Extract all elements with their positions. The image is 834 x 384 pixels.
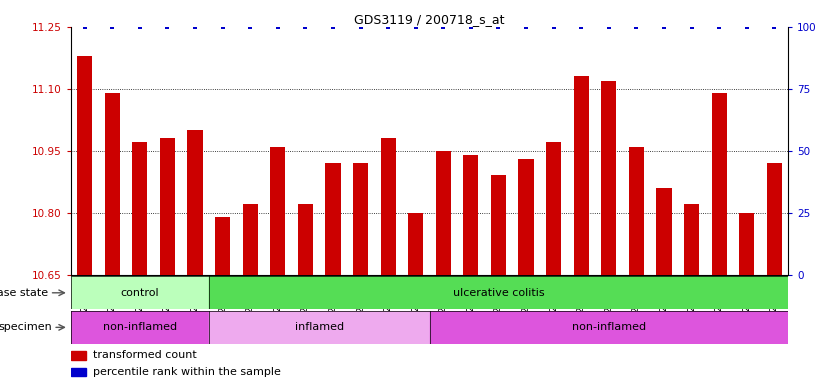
Point [326, 24, 339, 30]
Bar [325, 163, 340, 275]
Bar [519, 159, 534, 275]
Point [354, 24, 367, 30]
Point [78, 24, 92, 30]
Point [244, 24, 257, 30]
Bar [188, 130, 203, 275]
Bar [408, 213, 424, 275]
Point [188, 24, 202, 30]
Point [630, 24, 643, 30]
Bar [684, 204, 699, 275]
Bar [546, 142, 561, 275]
Point [685, 24, 698, 30]
Bar [243, 204, 258, 275]
Point [575, 24, 588, 30]
Bar [71, 367, 87, 376]
Text: control: control [121, 288, 159, 298]
Point [437, 24, 450, 30]
Point [161, 24, 174, 30]
Bar [629, 147, 644, 275]
Text: ulcerative colitis: ulcerative colitis [453, 288, 545, 298]
Text: disease state: disease state [0, 288, 48, 298]
Point [133, 24, 147, 30]
Bar [71, 351, 87, 359]
Point [381, 24, 394, 30]
Point [657, 24, 671, 30]
Bar [270, 147, 285, 275]
Bar [215, 217, 230, 275]
Bar [435, 151, 451, 275]
Bar [353, 163, 368, 275]
Point [299, 24, 312, 30]
Bar [71, 276, 208, 309]
Text: non-inflamed: non-inflamed [572, 322, 646, 333]
Bar [105, 93, 120, 275]
Text: non-inflamed: non-inflamed [103, 322, 177, 333]
Bar [656, 188, 671, 275]
Point [492, 24, 505, 30]
Bar [77, 56, 93, 275]
Bar [160, 138, 175, 275]
Bar [711, 93, 726, 275]
Bar [739, 213, 754, 275]
Point [547, 24, 560, 30]
Bar [71, 311, 208, 344]
Bar [380, 138, 395, 275]
Bar [574, 76, 589, 275]
Bar [601, 81, 616, 275]
Title: GDS3119 / 200718_s_at: GDS3119 / 200718_s_at [354, 13, 505, 26]
Point [712, 24, 726, 30]
Text: transformed count: transformed count [93, 350, 197, 360]
Point [106, 24, 119, 30]
Point [216, 24, 229, 30]
Point [465, 24, 478, 30]
Text: specimen: specimen [0, 322, 52, 333]
Text: percentile rank within the sample: percentile rank within the sample [93, 367, 281, 377]
Point [409, 24, 422, 30]
Bar [766, 163, 782, 275]
Point [520, 24, 533, 30]
Point [740, 24, 753, 30]
Point [271, 24, 284, 30]
Point [767, 24, 781, 30]
Bar [208, 276, 788, 309]
Bar [491, 175, 506, 275]
Bar [133, 142, 148, 275]
Point [602, 24, 615, 30]
Bar [298, 204, 313, 275]
Bar [430, 311, 788, 344]
Bar [464, 155, 479, 275]
Bar [208, 311, 430, 344]
Text: inflamed: inflamed [294, 322, 344, 333]
